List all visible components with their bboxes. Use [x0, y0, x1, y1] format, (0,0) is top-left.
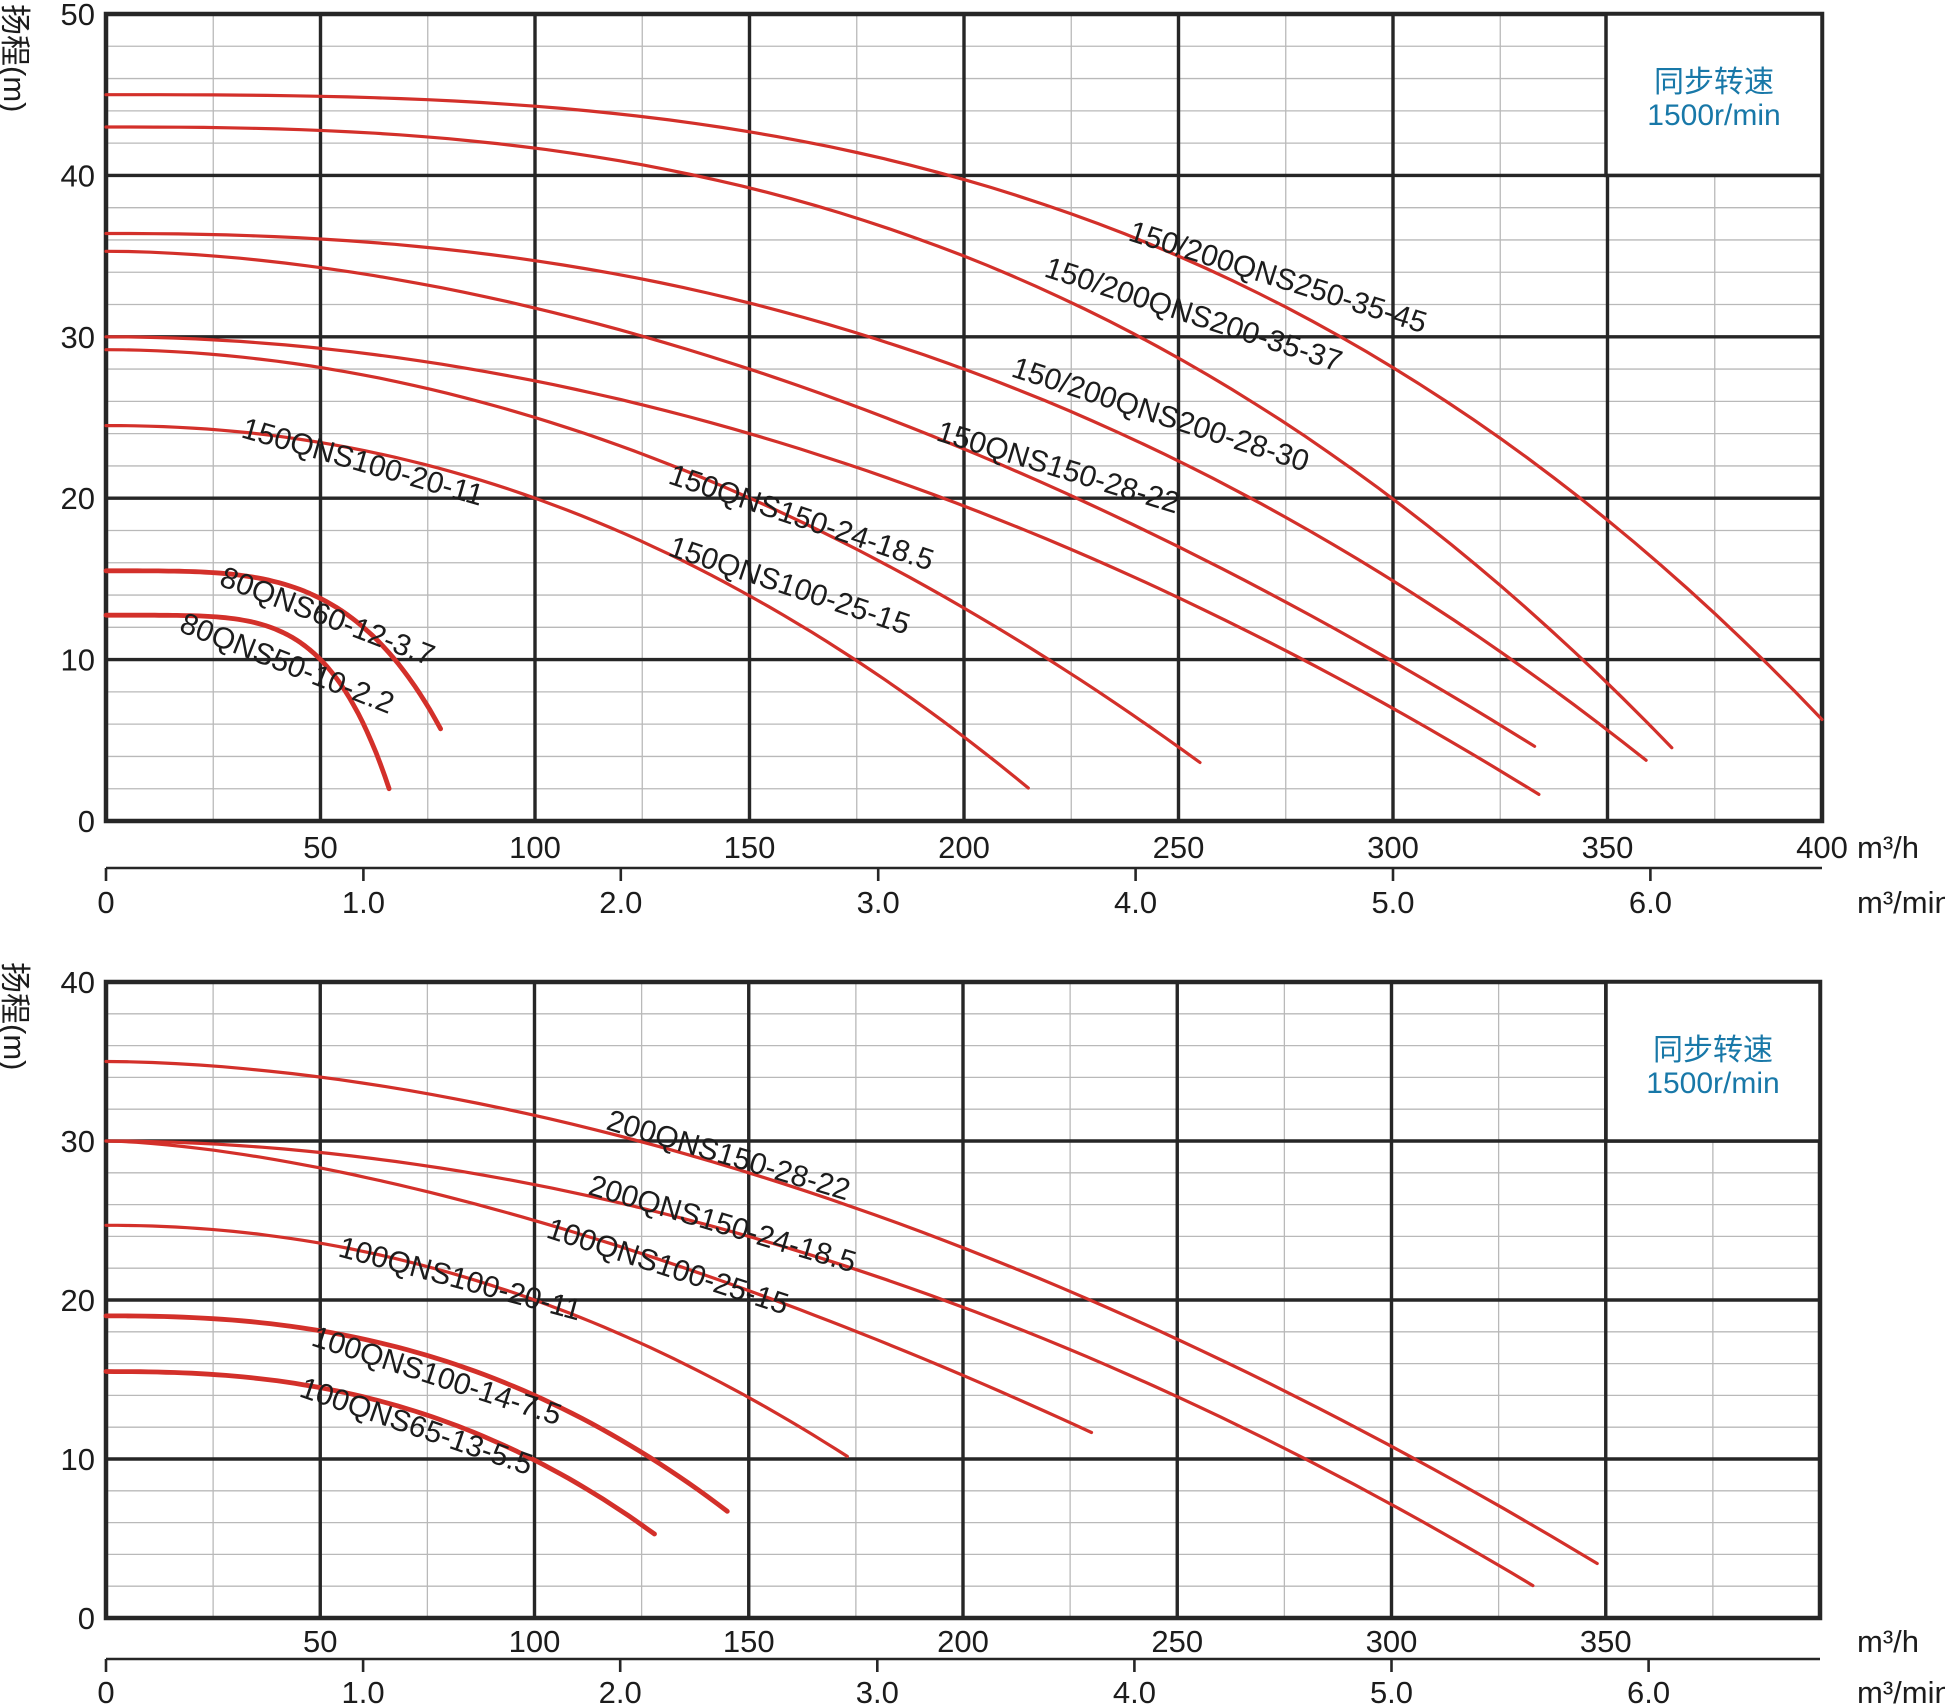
legend-sync-speed-label: 同步转速	[1653, 1034, 1773, 1067]
y-tick-label: 40	[61, 158, 95, 193]
x-tick-label: 400	[1796, 830, 1848, 865]
x2-tick-label: 0	[97, 1675, 114, 1704]
x2-tick-label: 4.0	[1114, 885, 1157, 920]
x-tick-label: 300	[1367, 830, 1419, 865]
legend-speed-value: 1500r/min	[1647, 99, 1780, 132]
x2-unit-label: m³/min	[1857, 1675, 1945, 1704]
curve-150QNS100-25-15	[104, 348, 1202, 765]
x-tick-label: 250	[1151, 1624, 1203, 1659]
x2-tick-label: 2.0	[599, 885, 642, 920]
x-tick-label: 50	[303, 1624, 337, 1659]
x2-tick-label: 2.0	[599, 1675, 642, 1704]
curve-100QNS100-25-15	[104, 1139, 1094, 1435]
x2-tick-label: 4.0	[1113, 1675, 1156, 1704]
x2-tick-label: 0	[97, 885, 114, 920]
y-tick-label: 0	[78, 1601, 95, 1636]
y-axis-title: 扬程(m)	[0, 4, 32, 112]
curve-label-150QNS150-28-22: 150QNS150-28-22	[933, 415, 1183, 520]
curve-80QNS60-12-3.7	[103, 568, 444, 732]
y-tick-label: 30	[61, 320, 95, 355]
x-tick-label: 250	[1153, 830, 1205, 865]
y-tick-label: 0	[78, 804, 95, 839]
x2-tick-label: 3.0	[856, 1675, 899, 1704]
curve-100QNS100-20-11	[104, 1223, 849, 1459]
curve-150QNS150-24-18.5	[104, 335, 1541, 797]
bottom-chart: 同步转速1500r/min200QNS150-28-22200QNS150-24…	[0, 962, 1945, 1704]
curves	[103, 1059, 1599, 1588]
legend-box	[1604, 980, 1822, 1143]
x2-tick-label: 6.0	[1629, 885, 1672, 920]
x-tick-label: 200	[937, 1624, 989, 1659]
curve-200QNS150-28-22	[104, 1059, 1599, 1566]
curve-150QNS100-20-11	[104, 424, 1030, 790]
legend-box	[1604, 12, 1824, 178]
y-axis-title: 扬程(m)	[0, 962, 32, 1070]
curve-100QNS100-14-7.5	[103, 1313, 730, 1514]
x2-tick-label: 3.0	[857, 885, 900, 920]
x-tick-label: 350	[1580, 1624, 1632, 1659]
x-tick-label: 350	[1582, 830, 1634, 865]
x-tick-label: 150	[724, 830, 776, 865]
x-tick-label: 50	[303, 830, 337, 865]
x-tick-label: 200	[938, 830, 990, 865]
plot-border	[103, 979, 1823, 1621]
curve-200QNS150-24-18.5	[104, 1139, 1535, 1588]
curve-100QNS65-13-5.5	[103, 1369, 657, 1537]
curves	[103, 93, 1824, 797]
y-tick-label: 10	[61, 1442, 95, 1477]
x2-tick-label: 5.0	[1371, 885, 1414, 920]
x2-tick-label: 5.0	[1370, 1675, 1413, 1704]
x-tick-label: 100	[509, 830, 561, 865]
x-tick-label: 100	[509, 1624, 561, 1659]
y-tick-label: 10	[61, 643, 95, 678]
y-tick-label: 40	[61, 965, 95, 1000]
x-tick-label: 150	[723, 1624, 775, 1659]
curve-label-100QNS100-20-11: 100QNS100-20-11	[335, 1231, 585, 1327]
x2-tick-label: 1.0	[342, 1675, 385, 1704]
curve-150/200QNS250-35-45	[104, 93, 1824, 722]
curve-150/200QNS200-28-30	[104, 231, 1648, 762]
curve-150QNS150-28-22	[104, 249, 1537, 748]
curve-80QNS50-10-2.2	[103, 612, 392, 792]
x2-unit-label: m³/min	[1857, 885, 1945, 920]
plot-border	[103, 11, 1825, 824]
top-chart: 同步转速1500r/min150/200QNS250-35-45150/200Q…	[0, 0, 1945, 920]
legend-speed-value: 1500r/min	[1646, 1067, 1779, 1100]
legend-sync-speed-label: 同步转速	[1654, 66, 1774, 99]
y-tick-label: 20	[61, 1283, 95, 1318]
curve-150/200QNS200-35-37	[104, 125, 1674, 750]
y-tick-label: 50	[61, 0, 95, 32]
x2-tick-label: 1.0	[342, 885, 385, 920]
x-unit-label: m³/h	[1857, 830, 1919, 865]
x2-tick-label: 6.0	[1627, 1675, 1670, 1704]
y-tick-label: 20	[61, 481, 95, 516]
x-unit-label: m³/h	[1857, 1624, 1919, 1659]
x-tick-label: 300	[1366, 1624, 1418, 1659]
y-tick-label: 30	[61, 1124, 95, 1159]
